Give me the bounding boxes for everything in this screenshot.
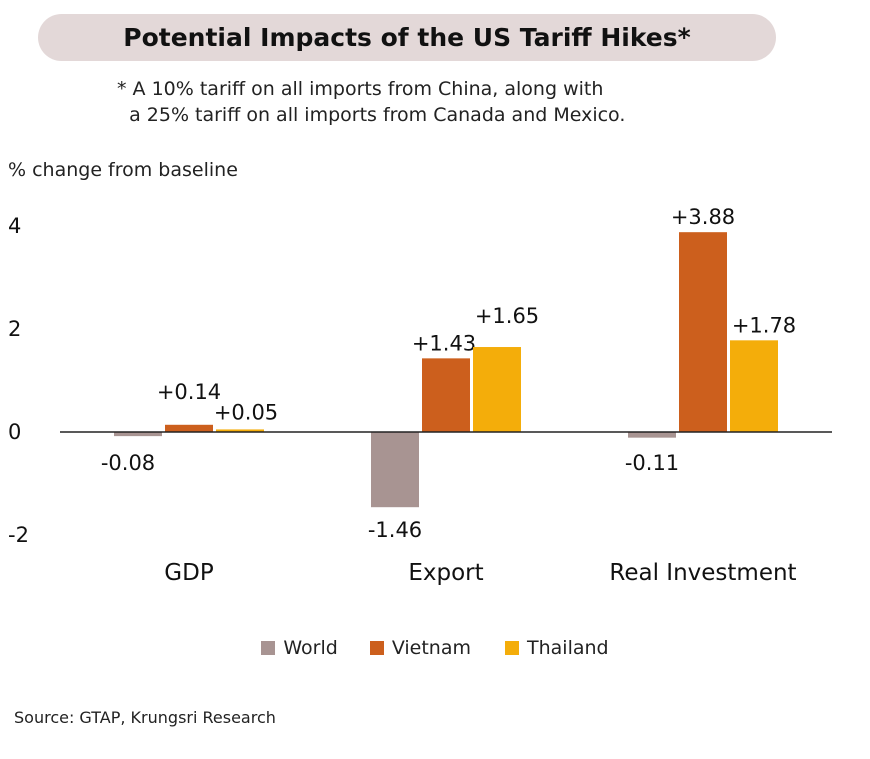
y-tick-label: -2 — [8, 523, 29, 547]
legend: World Vietnam Thailand — [0, 637, 870, 659]
chart-subtitle: * A 10% tariff on all imports from China… — [117, 78, 626, 126]
legend-swatch-world — [261, 641, 276, 655]
source-note: Source: GTAP, Krungsri Research — [14, 708, 276, 727]
data-label: +1.43 — [412, 331, 476, 355]
y-axis-label: % change from baseline — [8, 159, 238, 181]
legend-swatch-thailand — [505, 641, 520, 655]
x-category-label: GDP — [164, 560, 214, 586]
legend-item-vietnam: Vietnam — [369, 637, 472, 659]
data-label: +1.78 — [732, 313, 796, 337]
data-label: -0.08 — [101, 451, 155, 475]
title-banner: Potential Impacts of the US Tariff Hikes… — [38, 14, 776, 61]
x-category-label: Export — [408, 560, 483, 586]
y-tick-label: 4 — [8, 214, 21, 238]
bar-world-real-investment — [628, 432, 676, 438]
data-label: +3.88 — [671, 205, 735, 229]
legend-item-thailand: Thailand — [505, 637, 609, 659]
legend-label-thailand: Thailand — [527, 637, 609, 659]
data-label: +0.05 — [214, 400, 278, 424]
bar-thailand-real-investment — [730, 340, 778, 432]
data-label: +1.65 — [475, 304, 539, 328]
bar-thailand-export — [473, 347, 521, 432]
y-tick-label: 0 — [8, 420, 21, 444]
chart-title: Potential Impacts of the US Tariff Hikes… — [123, 23, 691, 52]
data-label: -0.11 — [625, 451, 679, 475]
data-label: +0.14 — [157, 380, 221, 404]
legend-label-world: World — [283, 637, 338, 659]
bar-world-gdp — [114, 432, 162, 437]
y-tick-label: 2 — [8, 317, 21, 341]
bar-vietnam-real-investment — [679, 232, 727, 432]
bar-world-export — [371, 432, 419, 508]
legend-swatch-vietnam — [369, 641, 384, 655]
bar-vietnam-export — [422, 358, 470, 432]
bar-chart: 4 2 0 -2 -0.08 -1.46 -0.11 +0.14 +1.43 +3.88 +0.05… — [8, 205, 832, 586]
legend-label-vietnam: Vietnam — [391, 637, 472, 659]
legend-item-world: World — [261, 637, 338, 659]
bar-thailand-gdp — [216, 429, 264, 432]
data-label: -1.46 — [368, 518, 422, 542]
x-category-label: Real Investment — [609, 560, 796, 586]
bar-vietnam-gdp — [165, 424, 213, 432]
